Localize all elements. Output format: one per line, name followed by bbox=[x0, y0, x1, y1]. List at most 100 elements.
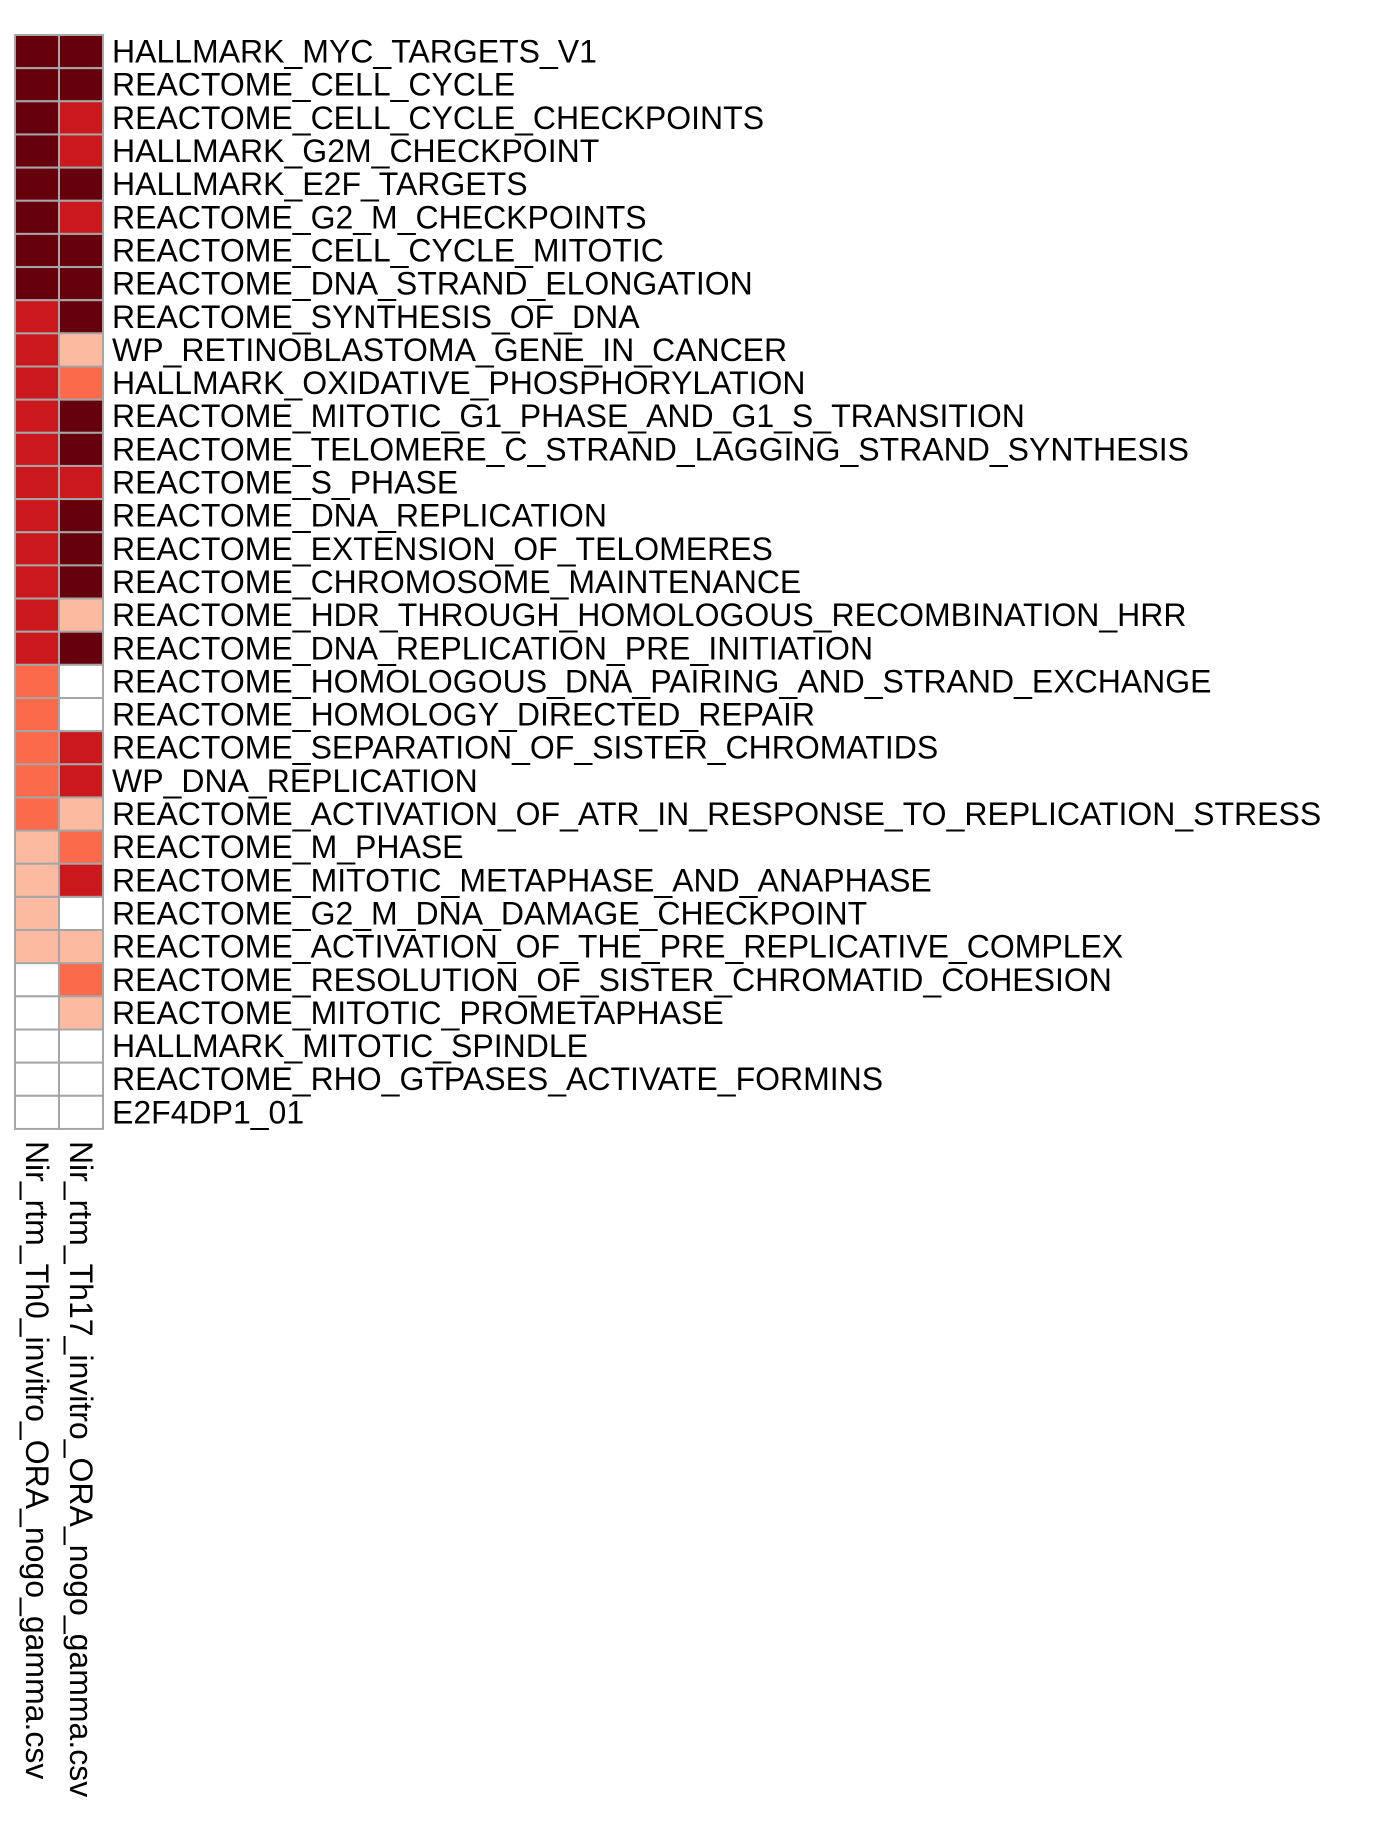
row-label: REACTOME_MITOTIC_PROMETAPHASE bbox=[112, 995, 724, 1031]
heatmap-cell bbox=[58, 232, 104, 269]
heatmap-cell bbox=[58, 1061, 104, 1097]
row-label: REACTOME_SYNTHESIS_OF_DNA bbox=[112, 299, 640, 335]
row-label: REACTOME_EXTENSION_OF_TELOMERES bbox=[112, 531, 773, 567]
row-label: HALLMARK_G2M_CHECKPOINT bbox=[112, 133, 599, 169]
row-label: REACTOME_MITOTIC_METAPHASE_AND_ANAPHASE bbox=[112, 862, 932, 898]
heatmap-cell bbox=[58, 829, 104, 865]
row-label: HALLMARK_E2F_TARGETS bbox=[112, 166, 528, 202]
heatmap-cell bbox=[58, 564, 104, 600]
heatmap-cell bbox=[14, 862, 60, 898]
heatmap-cell bbox=[14, 365, 60, 401]
row-label: REACTOME_MITOTIC_G1_PHASE_AND_G1_S_TRANS… bbox=[112, 398, 1025, 434]
heatmap-cell bbox=[58, 962, 104, 998]
row-label: REACTOME_CELL_CYCLE bbox=[112, 67, 515, 103]
heatmap-cell bbox=[14, 34, 60, 70]
heatmap-cell bbox=[58, 630, 104, 666]
heatmap-cell bbox=[58, 995, 104, 1031]
row-label: REACTOME_RHO_GTPASES_ACTIVATE_FORMINS bbox=[112, 1061, 883, 1097]
row-label: REACTOME_HDR_THROUGH_HOMOLOGOUS_RECOMBIN… bbox=[112, 597, 1187, 633]
column-label: Nir_rtm_Th17_invitro_ORA_nogo_gamma.csv bbox=[63, 1141, 99, 1797]
heatmap-cell bbox=[58, 862, 104, 898]
row-label: REACTOME_TELOMERE_C_STRAND_LAGGING_STRAN… bbox=[112, 431, 1189, 467]
heatmap-cell bbox=[58, 431, 104, 467]
heatmap-cell bbox=[14, 531, 60, 567]
heatmap-cell bbox=[14, 199, 60, 235]
row-label: REACTOME_CHROMOSOME_MAINTENANCE bbox=[112, 564, 801, 600]
heatmap-cell bbox=[58, 398, 104, 434]
heatmap-cell bbox=[58, 531, 104, 567]
heatmap-cell bbox=[14, 67, 60, 103]
heatmap-cell bbox=[14, 597, 60, 633]
heatmap-cell bbox=[58, 597, 104, 633]
heatmap-cell bbox=[14, 332, 60, 368]
heatmap-cell bbox=[58, 663, 104, 699]
heatmap-cell bbox=[14, 829, 60, 865]
heatmap-cell bbox=[14, 464, 60, 501]
row-label: E2F4DP1_01 bbox=[112, 1094, 304, 1130]
heatmap-cell bbox=[58, 332, 104, 368]
row-labels: HALLMARK_MYC_TARGETS_V1REACTOME_CELL_CYC… bbox=[112, 34, 1321, 1131]
heatmap-cell bbox=[14, 133, 60, 169]
heatmap-cell bbox=[58, 299, 104, 335]
row-label: HALLMARK_MITOTIC_SPINDLE bbox=[112, 1028, 588, 1064]
heatmap-cell bbox=[14, 498, 60, 534]
row-label: REACTOME_HOMOLOGY_DIRECTED_REPAIR bbox=[112, 697, 815, 733]
heatmap-cell bbox=[58, 67, 104, 103]
heatmap-cell bbox=[14, 663, 60, 699]
heatmap-cell bbox=[14, 962, 60, 998]
row-label: REACTOME_G2_M_CHECKPOINTS bbox=[112, 199, 647, 235]
heatmap-cell bbox=[58, 100, 104, 136]
heatmap-cell bbox=[58, 199, 104, 235]
heatmap-cell bbox=[58, 697, 104, 733]
heatmap-cell bbox=[58, 166, 104, 202]
row-label: REACTOME_SEPARATION_OF_SISTER_CHROMATIDS bbox=[112, 730, 938, 766]
heatmap-cells bbox=[14, 34, 104, 1130]
row-label: WP_DNA_REPLICATION bbox=[112, 763, 478, 799]
heatmap-cell bbox=[58, 34, 104, 70]
heatmap-cell bbox=[14, 697, 60, 733]
row-label: HALLMARK_OXIDATIVE_PHOSPHORYLATION bbox=[112, 365, 806, 401]
heatmap-cell bbox=[58, 763, 104, 799]
heatmap-cell bbox=[14, 398, 60, 434]
heatmap-cell bbox=[14, 1028, 60, 1064]
heatmap-cell bbox=[14, 730, 60, 766]
row-label: REACTOME_CELL_CYCLE_MITOTIC bbox=[112, 232, 664, 268]
row-label: REACTOME_M_PHASE bbox=[112, 829, 464, 865]
row-label: REACTOME_ACTIVATION_OF_ATR_IN_RESPONSE_T… bbox=[112, 796, 1321, 832]
row-label: WP_RETINOBLASTOMA_GENE_IN_CANCER bbox=[112, 332, 787, 368]
heatmap-cell bbox=[14, 995, 60, 1031]
heatmap-cell bbox=[14, 895, 60, 932]
heatmap-cell bbox=[14, 232, 60, 269]
heatmap-cell bbox=[14, 929, 60, 965]
column-labels: Nir_rtm_Th0_invitro_ORA_nogo_gamma.csv Ni… bbox=[19, 1141, 99, 1797]
heatmap-cell bbox=[58, 1028, 104, 1064]
heatmap-cell bbox=[58, 365, 104, 401]
row-label: REACTOME_S_PHASE bbox=[112, 465, 458, 501]
row-label: REACTOME_CELL_CYCLE_CHECKPOINTS bbox=[112, 100, 764, 136]
row-label: REACTOME_DNA_STRAND_ELONGATION bbox=[112, 266, 753, 302]
row-label: REACTOME_RESOLUTION_OF_SISTER_CHROMATID_… bbox=[112, 962, 1112, 998]
row-label: HALLMARK_MYC_TARGETS_V1 bbox=[112, 34, 597, 70]
heatmap-cell bbox=[58, 929, 104, 965]
row-label: REACTOME_HOMOLOGOUS_DNA_PAIRING_AND_STRA… bbox=[112, 663, 1212, 699]
heatmap-cell bbox=[58, 895, 104, 932]
row-label: REACTOME_ACTIVATION_OF_THE_PRE_REPLICATI… bbox=[112, 929, 1123, 965]
heatmap-cell bbox=[14, 1094, 60, 1130]
heatmap-cell bbox=[14, 1061, 60, 1097]
heatmap-cell bbox=[58, 133, 104, 169]
row-label: REACTOME_DNA_REPLICATION_PRE_INITIATION bbox=[112, 630, 873, 666]
heatmap-cell bbox=[14, 796, 60, 832]
row-label: REACTOME_DNA_REPLICATION bbox=[112, 498, 607, 534]
heatmap-cell bbox=[14, 100, 60, 136]
heatmap-cell bbox=[58, 1094, 104, 1130]
heatmap-cell bbox=[14, 630, 60, 666]
column-label: Nir_rtm_Th0_invitro_ORA_nogo_gamma.csv bbox=[19, 1141, 55, 1779]
heatmap-cell bbox=[14, 564, 60, 600]
heatmap-cell bbox=[58, 498, 104, 534]
heatmap-cell bbox=[58, 464, 104, 501]
heatmap-cell bbox=[58, 730, 104, 766]
heatmap-cell bbox=[14, 431, 60, 467]
heatmap-cell bbox=[58, 796, 104, 832]
heatmap-cell bbox=[14, 166, 60, 202]
